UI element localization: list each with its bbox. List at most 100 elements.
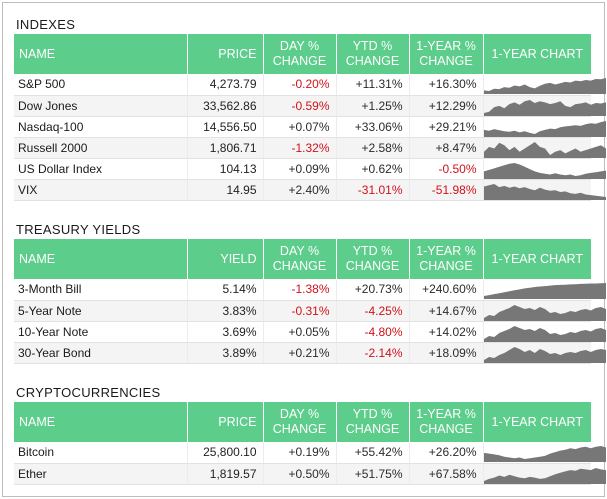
one-year-chart-cell[interactable] — [483, 300, 606, 322]
one-year-chart-cell[interactable] — [483, 116, 606, 138]
one-year-change: +12.29% — [409, 95, 484, 117]
ytd-change: -2.14% — [336, 342, 410, 364]
column-header[interactable]: YTD % CHANGE — [336, 34, 410, 74]
row-name[interactable]: 3-Month Bill — [14, 279, 188, 301]
row-name[interactable]: S&P 500 — [14, 74, 188, 96]
ytd-change: -4.25% — [336, 300, 410, 322]
column-header[interactable]: YIELD — [187, 239, 264, 279]
table-row[interactable]: Nasdaq-100 14,556.50 +0.07% +33.06% +29.21% — [14, 116, 606, 138]
row-name[interactable]: US Dollar Index — [14, 158, 188, 180]
table-row[interactable]: VIX 14.95 +2.40% -31.01% -51.98% — [14, 179, 606, 201]
ytd-change: +55.42% — [336, 442, 410, 464]
ytd-change: -31.01% — [336, 179, 410, 201]
column-header[interactable]: PRICE — [187, 34, 264, 74]
sparkline-area — [483, 183, 606, 200]
table-header-row: NAME YIELD DAY % CHANGE YTD % CHANGE 1-YEAR % C… — [14, 239, 591, 279]
row-sparkline — [483, 346, 606, 363]
treasury-yields-section: TREASURY YIELDS NAME YIELD DAY % CHANGE YTD %… — [14, 221, 606, 364]
one-year-change: +29.21% — [409, 116, 484, 138]
row-value: 4,273.79 — [187, 74, 264, 96]
row-name[interactable]: Nasdaq-100 — [14, 116, 188, 138]
column-header[interactable]: 1-YEAR CHART — [491, 251, 583, 266]
one-year-chart-cell[interactable] — [483, 158, 606, 180]
one-year-change: +26.20% — [409, 442, 484, 464]
day-change: +0.21% — [263, 342, 337, 364]
table-row[interactable]: Dow Jones 33,562.86 -0.59% +1.25% +12.29% — [14, 95, 606, 117]
day-change: -0.31% — [263, 300, 337, 322]
row-sparkline — [483, 325, 606, 342]
table-row[interactable]: S&P 500 4,273.79 -0.20% +11.31% +16.30% — [14, 74, 606, 96]
column-header[interactable]: 1-YEAR % CHANGE — [409, 402, 484, 442]
one-year-chart-cell[interactable] — [483, 74, 606, 96]
column-header[interactable]: NAME — [14, 239, 188, 279]
one-year-change: -0.50% — [409, 158, 484, 180]
row-value: 5.14% — [187, 279, 264, 301]
day-change: +0.50% — [263, 463, 337, 485]
column-header[interactable]: 1-YEAR CHART — [491, 414, 583, 429]
section-title: TREASURY YIELDS — [16, 222, 141, 237]
table-row[interactable]: 3-Month Bill 5.14% -1.38% +20.73% +240.60% — [14, 279, 606, 301]
row-name[interactable]: Russell 2000 — [14, 137, 188, 159]
table-row[interactable]: Bitcoin 25,800.10 +0.19% +55.42% +26.20% — [14, 442, 606, 464]
column-header[interactable]: NAME — [14, 402, 188, 442]
sparkline-area — [483, 162, 606, 179]
ytd-change: +20.73% — [336, 279, 410, 301]
row-name[interactable]: Ether — [14, 463, 188, 485]
column-header[interactable]: 1-YEAR % CHANGE — [409, 34, 484, 74]
day-change: +0.07% — [263, 116, 337, 138]
row-value: 33,562.86 — [187, 95, 264, 117]
one-year-change: +67.58% — [409, 463, 484, 485]
one-year-chart-cell[interactable] — [483, 463, 606, 485]
column-header[interactable]: PRICE — [187, 402, 264, 442]
row-sparkline — [483, 283, 606, 300]
ytd-change: +1.25% — [336, 95, 410, 117]
row-value: 1,806.71 — [187, 137, 264, 159]
sparkline-area — [483, 467, 606, 484]
table-row[interactable]: 10-Year Note 3.69% +0.05% -4.80% +14.02% — [14, 321, 606, 343]
one-year-change: +14.67% — [409, 300, 484, 322]
row-name[interactable]: Bitcoin — [14, 442, 188, 464]
row-name[interactable]: 10-Year Note — [14, 321, 188, 343]
table-row[interactable]: 30-Year Bond 3.89% +0.21% -2.14% +18.09% — [14, 342, 606, 364]
treasury-table: NAME YIELD DAY % CHANGE YTD % CHANGE 1-YEAR % C… — [14, 239, 606, 364]
one-year-change: -51.98% — [409, 179, 484, 201]
column-header[interactable]: NAME — [14, 34, 188, 74]
column-header[interactable]: 1-YEAR % CHANGE — [409, 239, 484, 279]
one-year-chart-cell[interactable] — [483, 137, 606, 159]
row-name[interactable]: VIX — [14, 179, 188, 201]
table-row[interactable]: 5-Year Note 3.83% -0.31% -4.25% +14.67% — [14, 300, 606, 322]
table-row[interactable]: Russell 2000 1,806.71 -1.32% +2.58% +8.47% — [14, 137, 606, 159]
column-header[interactable]: 1-YEAR CHART — [491, 46, 583, 61]
row-name[interactable]: 5-Year Note — [14, 300, 188, 322]
column-header[interactable]: DAY % CHANGE — [263, 239, 337, 279]
column-header[interactable]: YTD % CHANGE — [336, 239, 410, 279]
table-row[interactable]: Ether 1,819.57 +0.50% +51.75% +67.58% — [14, 463, 606, 485]
column-header[interactable]: DAY % CHANGE — [263, 34, 337, 74]
ytd-change: +2.58% — [336, 137, 410, 159]
section-title: INDEXES — [16, 17, 76, 32]
row-name[interactable]: Dow Jones — [14, 95, 188, 117]
row-sparkline — [483, 467, 606, 484]
row-sparkline — [483, 141, 606, 158]
one-year-chart-cell[interactable] — [483, 321, 606, 343]
row-name[interactable]: 30-Year Bond — [14, 342, 188, 364]
crypto-table: NAME PRICE DAY % CHANGE YTD % CHANGE 1-YEAR % C… — [14, 402, 606, 485]
row-value: 3.89% — [187, 342, 264, 364]
column-header[interactable]: YTD % CHANGE — [336, 402, 410, 442]
one-year-chart-cell[interactable] — [483, 342, 606, 364]
one-year-change: +8.47% — [409, 137, 484, 159]
sparkline-area — [483, 346, 606, 363]
day-change: +0.19% — [263, 442, 337, 464]
row-sparkline — [483, 120, 606, 137]
one-year-chart-cell[interactable] — [483, 95, 606, 117]
one-year-change: +16.30% — [409, 74, 484, 96]
row-value: 25,800.10 — [187, 442, 264, 464]
one-year-chart-cell[interactable] — [483, 442, 606, 464]
column-header[interactable]: DAY % CHANGE — [263, 402, 337, 442]
one-year-chart-cell[interactable] — [483, 279, 606, 301]
table-row[interactable]: US Dollar Index 104.13 +0.09% +0.62% -0.50% — [14, 158, 606, 180]
one-year-chart-cell[interactable] — [483, 179, 606, 201]
row-value: 104.13 — [187, 158, 264, 180]
row-value: 14,556.50 — [187, 116, 264, 138]
sparkline-area — [483, 446, 606, 463]
